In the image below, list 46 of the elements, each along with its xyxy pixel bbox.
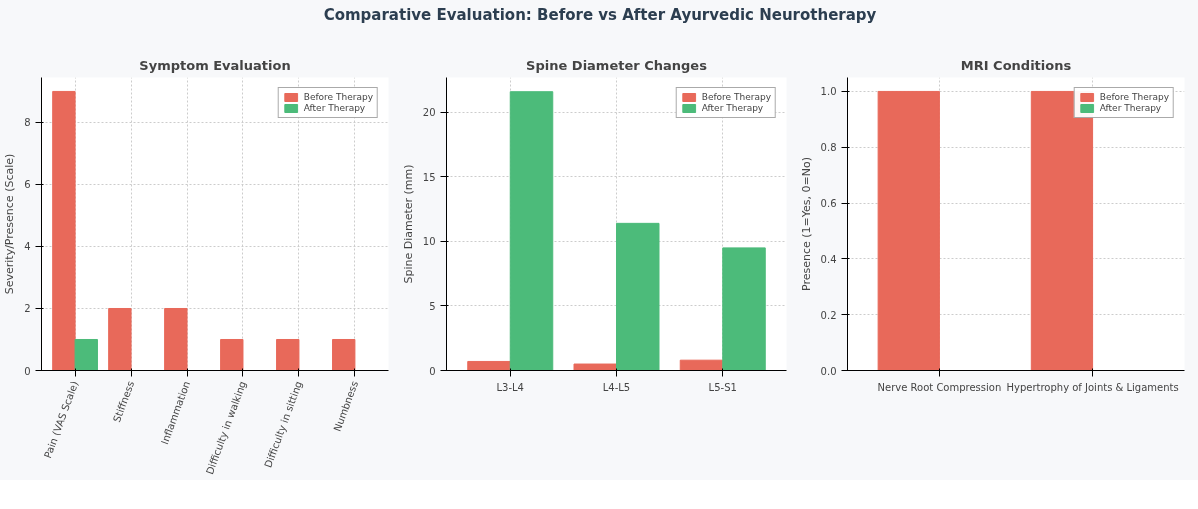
y-axis-title: Severity/Presence (Scale) <box>3 153 17 295</box>
bar <box>332 338 356 371</box>
x-tick-label: Nerve Root Compression <box>877 381 1002 393</box>
y-tick-label: 1.0 <box>820 86 837 98</box>
y-axis-title: Presence (1=Yes, 0=No) <box>799 157 813 291</box>
y-tick-label: 0 <box>24 365 31 377</box>
text: Comparative Evaluation: Before vs After Ayurvedic Neurotherapy <box>322 5 878 26</box>
y-tick-label: 0.6 <box>820 198 837 210</box>
bar <box>722 247 766 371</box>
chart-title: MRI Conditions <box>960 57 1072 73</box>
legend-label: Before Therapy <box>701 92 771 102</box>
y-tick-label: 20 <box>422 107 436 119</box>
bar <box>74 338 98 371</box>
bar <box>52 90 76 371</box>
y-tick-label: 6 <box>24 179 31 191</box>
legend-label: After Therapy <box>1099 103 1162 113</box>
bar <box>108 307 132 371</box>
bar <box>509 91 554 371</box>
legend-label: Before Therapy <box>303 92 373 102</box>
legend-label: After Therapy <box>303 103 366 113</box>
x-tick-label: L4-L5 <box>602 381 631 393</box>
bar <box>164 307 188 371</box>
y-tick-label: 0.2 <box>820 309 837 321</box>
chart-title: Symptom Evaluation <box>139 57 291 73</box>
legend-label: After Therapy <box>701 103 764 113</box>
y-tick-label: 10 <box>422 236 436 248</box>
chart-title: Spine Diameter Changes <box>526 57 708 73</box>
y-tick-label: 0 <box>429 365 436 377</box>
y-tick-label: 2 <box>24 303 31 315</box>
y-tick-label: 0.8 <box>820 142 837 154</box>
bar <box>220 338 244 371</box>
legend-label: Before Therapy <box>1099 92 1169 102</box>
y-tick-label: 15 <box>422 171 436 183</box>
bar <box>616 222 660 371</box>
bar <box>467 360 511 371</box>
x-tick-label: Hypertrophy of Joints & Ligaments <box>1006 381 1179 393</box>
y-axis-title: Spine Diameter (mm) <box>401 164 415 284</box>
bar <box>276 338 300 371</box>
y-tick-label: 4 <box>24 241 31 253</box>
bar <box>573 363 617 371</box>
x-tick-label: L3-L4 <box>496 381 524 393</box>
y-tick-label: 0.0 <box>820 365 837 377</box>
y-tick-label: 8 <box>24 117 31 129</box>
y-tick-label: 0.4 <box>820 253 837 265</box>
y-tick-label: 5 <box>429 300 436 312</box>
x-tick-label: L5-S1 <box>708 381 737 393</box>
